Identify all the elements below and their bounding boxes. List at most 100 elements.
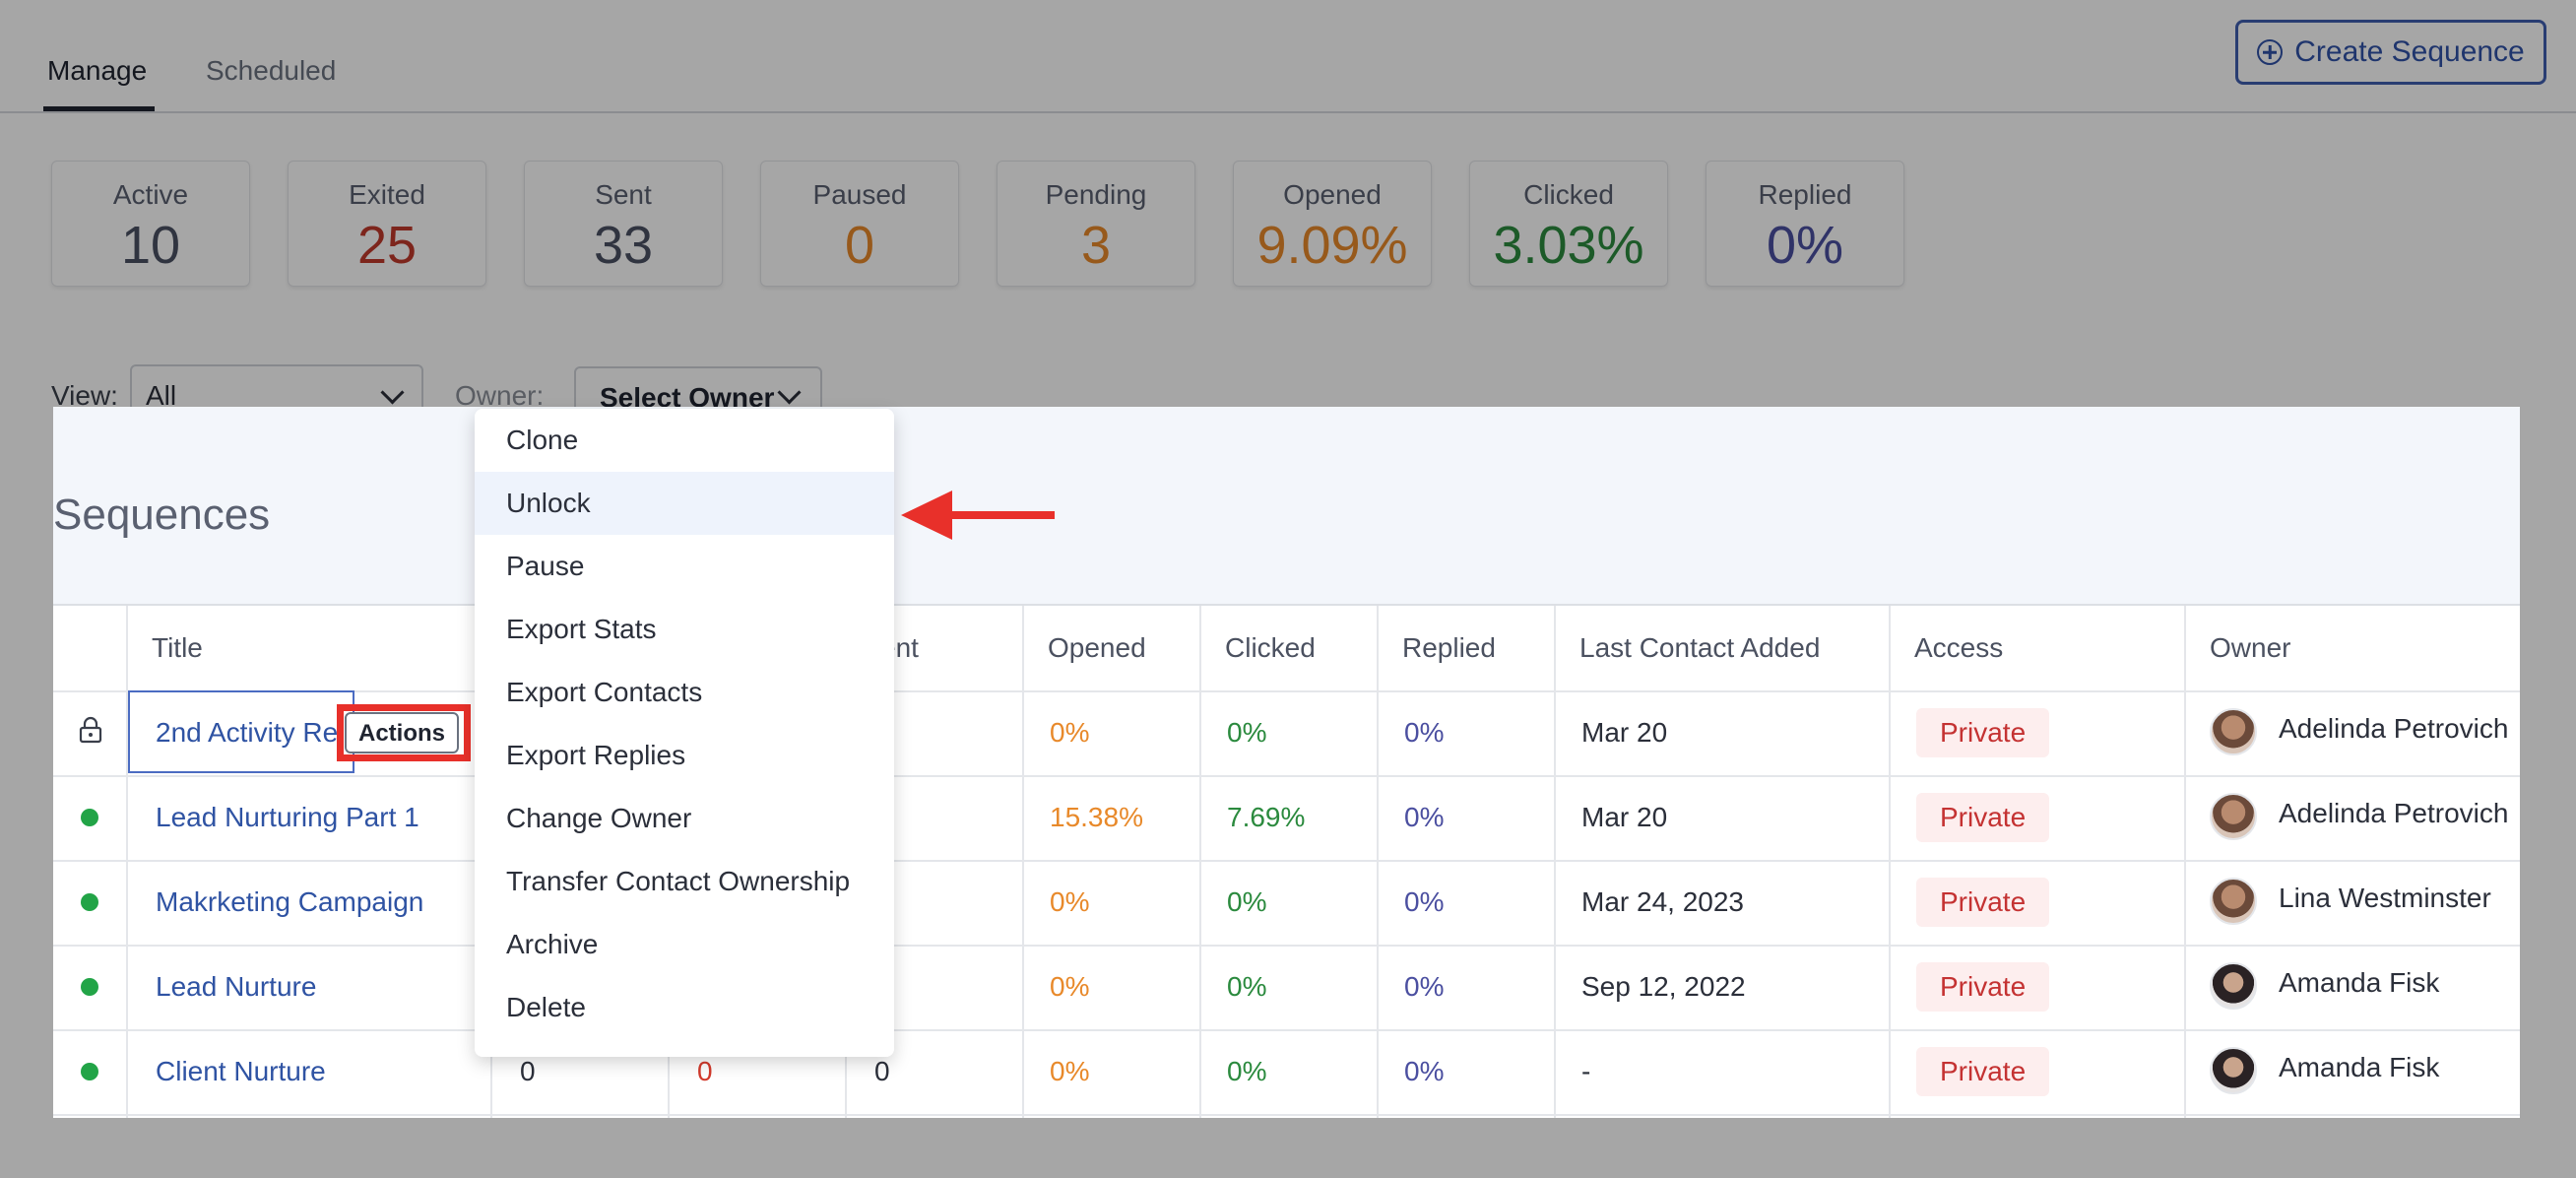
plus-circle-icon bbox=[2257, 39, 2284, 65]
stat-label: Active bbox=[112, 179, 189, 210]
annotation-highlight-box bbox=[337, 704, 471, 761]
clicked-value: 0% bbox=[1227, 886, 1267, 917]
stat-value: 33 bbox=[593, 216, 654, 275]
stat-value: 10 bbox=[120, 216, 181, 275]
active-tab-indicator bbox=[43, 106, 155, 111]
access-badge: Private bbox=[1916, 1047, 2050, 1096]
last-contact-value: Mar 24, 2023 bbox=[1581, 886, 1744, 917]
access-badge: Private bbox=[1916, 793, 2050, 842]
replied-value: 0% bbox=[1404, 1056, 1445, 1086]
opened-value: 0% bbox=[1050, 971, 1090, 1002]
access-badge: Private bbox=[1916, 708, 2050, 757]
sequence-title-link[interactable]: Lead Nurture bbox=[156, 971, 317, 1002]
status-active-dot bbox=[81, 1063, 98, 1080]
col-replied[interactable]: Replied bbox=[1402, 632, 1496, 663]
col-divider bbox=[126, 606, 128, 1118]
create-sequence-button[interactable]: Create Sequence bbox=[2235, 20, 2546, 85]
menu-item-pause[interactable]: Pause bbox=[506, 551, 585, 581]
clicked-value: 0% bbox=[1227, 971, 1267, 1002]
sequences-table: Title ent Opened Clicked Replied Last Co… bbox=[53, 604, 2520, 1118]
count-value: 0 bbox=[520, 1056, 536, 1086]
actions-menu: Clone Unlock Pause Export Stats Export C… bbox=[475, 409, 894, 1057]
last-contact-value: Mar 20 bbox=[1581, 802, 1668, 832]
row-divider bbox=[53, 775, 2520, 777]
actions-button[interactable]: Actions bbox=[345, 712, 459, 753]
replied-value: 0% bbox=[1404, 886, 1445, 917]
status-active-dot bbox=[81, 893, 98, 911]
replied-value: 0% bbox=[1404, 717, 1445, 748]
col-divider bbox=[1889, 606, 1891, 1118]
stat-card-pending: Pending 3 bbox=[997, 161, 1195, 287]
stat-label: Replied bbox=[1758, 179, 1852, 210]
row-divider bbox=[53, 690, 2520, 692]
owner-name: Amanda Fisk bbox=[2279, 967, 2440, 998]
col-title[interactable]: Title bbox=[152, 632, 203, 663]
col-divider bbox=[1377, 606, 1379, 1118]
sequence-title-link[interactable]: 2nd Activity Re bbox=[156, 717, 339, 748]
col-divider bbox=[1022, 606, 1024, 1118]
menu-item-archive[interactable]: Archive bbox=[506, 929, 599, 959]
sequences-title: Sequences bbox=[53, 491, 271, 539]
status-active-dot bbox=[81, 978, 98, 996]
tab-scheduled[interactable]: Scheduled bbox=[206, 55, 337, 86]
stat-card-opened: Opened 9.09% bbox=[1233, 161, 1432, 287]
avatar bbox=[2210, 878, 2257, 925]
menu-item-clone[interactable]: Clone bbox=[506, 425, 579, 455]
opened-value: 0% bbox=[1050, 1056, 1090, 1086]
last-contact-value: Mar 20 bbox=[1581, 717, 1668, 748]
menu-item-export-contacts[interactable]: Export Contacts bbox=[506, 677, 703, 707]
sequence-title-link[interactable]: Lead Nurturing Part 1 bbox=[156, 802, 419, 832]
clicked-value: 0% bbox=[1227, 717, 1267, 748]
opened-value: 0% bbox=[1050, 886, 1090, 917]
stat-card-replied: Replied 0% bbox=[1706, 161, 1904, 287]
backdrop-right bbox=[2520, 407, 2576, 1178]
opened-value: 15.38% bbox=[1050, 802, 1143, 832]
stat-label: Pending bbox=[1045, 179, 1147, 210]
menu-item-delete[interactable]: Delete bbox=[506, 992, 586, 1022]
col-owner[interactable]: Owner bbox=[2210, 632, 2291, 663]
owner-name: Adelinda Petrovich bbox=[2279, 798, 2509, 828]
owner-name: Adelinda Petrovich bbox=[2279, 713, 2509, 744]
stat-label: Sent bbox=[595, 179, 652, 210]
col-divider bbox=[1554, 606, 1556, 1118]
col-divider bbox=[2184, 606, 2186, 1118]
owner-name: Amanda Fisk bbox=[2279, 1052, 2440, 1082]
stat-label: Opened bbox=[1283, 179, 1382, 210]
create-sequence-label: Create Sequence bbox=[2294, 35, 2525, 68]
stat-value: 0% bbox=[1766, 216, 1844, 275]
stat-value: 9.09% bbox=[1256, 216, 1408, 275]
clicked-value: 7.69% bbox=[1227, 802, 1306, 832]
tab-bar: Manage Scheduled Create Sequence bbox=[0, 0, 2576, 113]
access-badge: Private bbox=[1916, 878, 2050, 927]
avatar bbox=[2210, 1047, 2257, 1094]
col-access[interactable]: Access bbox=[1914, 632, 2004, 663]
row-divider bbox=[53, 945, 2520, 947]
row-divider bbox=[53, 1029, 2520, 1031]
stat-card-sent: Sent 33 bbox=[524, 161, 723, 287]
sequences-panel: Sequences Title ent Opened Clicked Repli… bbox=[53, 407, 2520, 1118]
stat-card-exited: Exited 25 bbox=[288, 161, 486, 287]
tab-manage[interactable]: Manage bbox=[47, 55, 148, 86]
sequence-title-link[interactable]: Client Nurture bbox=[156, 1056, 326, 1086]
menu-item-change-owner[interactable]: Change Owner bbox=[506, 803, 692, 833]
stat-card-active: Active 10 bbox=[51, 161, 250, 287]
menu-item-export-replies[interactable]: Export Replies bbox=[506, 740, 686, 770]
view-label: View: bbox=[51, 380, 118, 411]
view-select-value: All bbox=[146, 380, 177, 411]
stat-value: 3 bbox=[1080, 216, 1112, 275]
menu-item-unlock[interactable]: Unlock bbox=[475, 472, 894, 535]
sequence-title-link[interactable]: Makrketing Campaign bbox=[156, 886, 424, 917]
owner-name: Lina Westminster bbox=[2279, 883, 2491, 913]
col-divider bbox=[1199, 606, 1201, 1118]
col-opened[interactable]: Opened bbox=[1048, 632, 1146, 663]
last-contact-value: - bbox=[1581, 1056, 1591, 1086]
replied-value: 0% bbox=[1404, 971, 1445, 1002]
menu-item-transfer-contact-ownership[interactable]: Transfer Contact Ownership bbox=[506, 866, 851, 896]
menu-item-export-stats[interactable]: Export Stats bbox=[506, 614, 657, 644]
stat-label: Exited bbox=[349, 179, 425, 210]
access-badge: Private bbox=[1916, 962, 2050, 1012]
last-contact-value: Sep 12, 2022 bbox=[1581, 971, 1746, 1002]
chevron-down-icon bbox=[777, 380, 802, 405]
col-clicked[interactable]: Clicked bbox=[1225, 632, 1316, 663]
col-last-contact-added[interactable]: Last Contact Added bbox=[1579, 632, 1821, 663]
